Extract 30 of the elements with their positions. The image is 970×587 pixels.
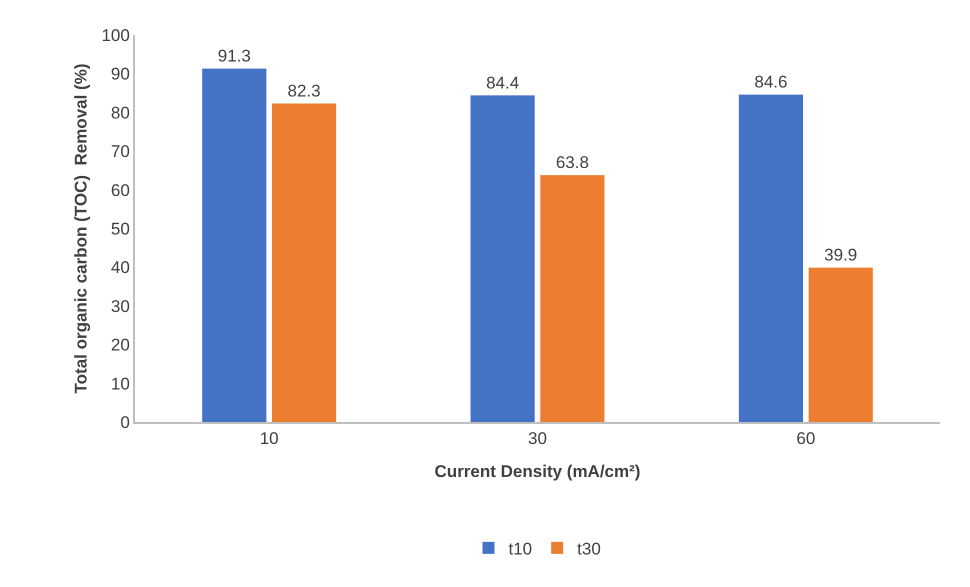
x-tick-label: 60 (796, 429, 816, 448)
y-axis-title: Total organic carbon (TOC) Removal (%) (72, 64, 91, 394)
bar (470, 95, 535, 422)
y-tick-label: 80 (110, 103, 130, 122)
data-label: 39.9 (824, 246, 858, 265)
legend-label: t30 (577, 540, 601, 559)
data-label: 91.3 (218, 46, 251, 66)
y-tick-label: 60 (110, 180, 130, 200)
data-label: 63.8 (556, 153, 589, 172)
y-tick-label: 50 (110, 219, 130, 238)
x-axis-title: Current Density (mA/cm²) (434, 462, 640, 482)
data-label: 84.6 (754, 72, 788, 92)
bar (202, 68, 266, 422)
data-label: 82.3 (288, 82, 321, 100)
y-tick-label: 70 (110, 142, 130, 162)
y-tick-label: 90 (110, 64, 130, 84)
bar (540, 175, 604, 422)
data-label: 84.4 (486, 73, 520, 92)
bar (738, 94, 804, 422)
y-tick-label: 0 (120, 412, 130, 432)
legend-label: t10 (508, 540, 532, 559)
y-tick-label: 40 (110, 258, 130, 278)
y-tick-label: 30 (110, 296, 130, 316)
y-tick-label: 20 (110, 336, 130, 355)
bar (808, 268, 873, 422)
y-tick-label: 100 (101, 26, 130, 45)
bar (272, 104, 336, 422)
y-tick-label: 10 (110, 374, 130, 394)
x-tick-label: 30 (528, 429, 547, 448)
x-tick-label: 10 (260, 429, 279, 448)
